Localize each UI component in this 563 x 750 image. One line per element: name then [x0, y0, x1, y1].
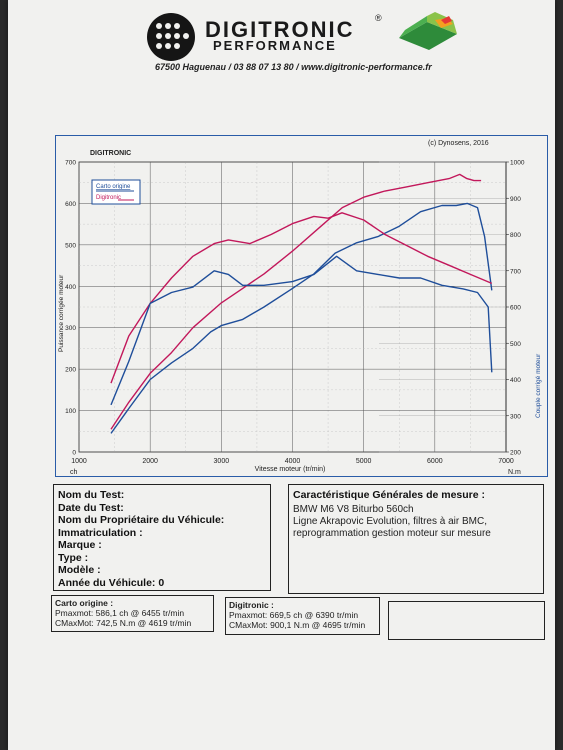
y-left-tick-label: 600 [65, 201, 76, 208]
test-date-label: Date du Test: [58, 501, 124, 514]
stock-cmax: CMaxMot: 742,5 N.m @ 4619 tr/min [55, 618, 192, 628]
y-left-tick-label: 200 [65, 367, 76, 374]
brand-subtitle: PERFORMANCE [213, 38, 337, 53]
model-label: Modèle : [58, 564, 101, 576]
x-tick-label: 5000 [356, 458, 372, 465]
y-left-tick-label: 100 [65, 408, 76, 415]
tuned-pmax: Pmaxmot: 669,5 ch @ 6390 tr/min [229, 610, 359, 620]
legend-item-tuned: Digitronic [96, 195, 121, 201]
tuned-cmax: CMaxMot: 900,1 N.m @ 4695 tr/min [229, 620, 366, 630]
owner-label: Nom du Propriétaire du Véhicule: [58, 514, 225, 526]
vehicle-info-box: Nom du Test: Date du Test: Nom du Propri… [53, 484, 271, 591]
y-left-tick-label: 400 [65, 284, 76, 291]
surface-map-icon [399, 12, 457, 50]
type-label: Type : [58, 551, 89, 564]
x-tick-label: 7000 [498, 458, 514, 465]
company-address: 67500 Haguenau / 03 88 07 13 80 / www.di… [155, 62, 432, 72]
x-tick-label: 1000 [71, 458, 87, 465]
y-right-tick-label: 1000 [510, 160, 525, 167]
series-line-power-digitronic [110, 173, 482, 430]
chart-brand-label: DIGITRONIC [90, 150, 131, 157]
y-left-tick-label: 500 [65, 242, 76, 249]
x-left-unit: ch [70, 469, 78, 476]
brand-name: DIGITRONIC [205, 17, 355, 42]
characteristics-line-3: reprogrammation gestion moteur sur mesur… [293, 527, 491, 539]
registration-label: Immatriculation : [58, 526, 143, 539]
x-tick-label: 2000 [142, 458, 158, 465]
year-label: Année du Véhicule: 0 [58, 576, 165, 589]
y-left-axis-label: Puissance corrigée moteur [58, 274, 65, 352]
y-right-tick-label: 700 [510, 268, 521, 275]
y-right-axis-label: Couple corrigé moteur [535, 353, 542, 418]
dyno-sheet [8, 0, 555, 750]
y-right-tick-label: 300 [510, 413, 521, 420]
tuned-results-box: Digitronic : Pmaxmot: 669,5 ch @ 6390 tr… [225, 597, 380, 635]
stock-pmax: Pmaxmot: 586,1 ch @ 6455 tr/min [55, 608, 185, 618]
stock-results-box: Carto origine : Pmaxmot: 586,1 ch @ 6455… [51, 595, 214, 632]
characteristics-line-1: BMW M6 V8 Biturbo 560ch [293, 503, 414, 515]
characteristics-title: Caractéristique Générales de mesure : [293, 489, 486, 501]
x-tick-label: 3000 [214, 458, 230, 465]
chart-series [110, 173, 493, 434]
y-left-tick-label: 300 [65, 325, 76, 332]
registered-mark: ® [375, 13, 382, 23]
y-right-tick-label: 200 [510, 450, 521, 457]
chart-copyright: (c) Dynosens, 2016 [428, 140, 489, 147]
legend-item-stock: Carto origine [96, 184, 131, 190]
x-tick-label: 6000 [427, 458, 443, 465]
characteristics-box: Caractéristique Générales de mesure : BM… [288, 484, 544, 594]
x-tick-label: 4000 [285, 458, 301, 465]
series-line-torque-digitronic [110, 212, 493, 384]
y-left-tick-label: 700 [65, 160, 76, 167]
chart-frame [55, 135, 548, 477]
x-axis-label: Vitesse moteur (tr/min) [255, 466, 326, 473]
make-label: Marque : [58, 539, 102, 551]
y-right-tick-label: 600 [510, 305, 521, 312]
blank-results-box [388, 601, 545, 640]
logo-dots-icon [147, 13, 195, 61]
chart-ticks: 1000 2000 3000 4000 5000 6000 7000 0 100 200 300 40… [65, 160, 525, 466]
series-line-power-carto-origine [110, 202, 493, 434]
y-right-tick-label: 400 [510, 377, 521, 384]
series-line-torque-carto-origine [110, 255, 493, 406]
y-right-tick-label: 500 [510, 341, 521, 348]
characteristics-line-2: Ligne Akrapovic Evolution, filtres à air… [293, 515, 487, 527]
x-right-unit: N.m [508, 469, 521, 476]
y-left-tick-label: 0 [72, 450, 76, 457]
y-right-tick-label: 900 [510, 196, 521, 203]
y-right-tick-label: 800 [510, 232, 521, 239]
tuned-results-title: Digitronic : [229, 600, 274, 610]
stock-results-title: Carto origine : [55, 598, 114, 608]
test-name-label: Nom du Test: [58, 489, 125, 501]
